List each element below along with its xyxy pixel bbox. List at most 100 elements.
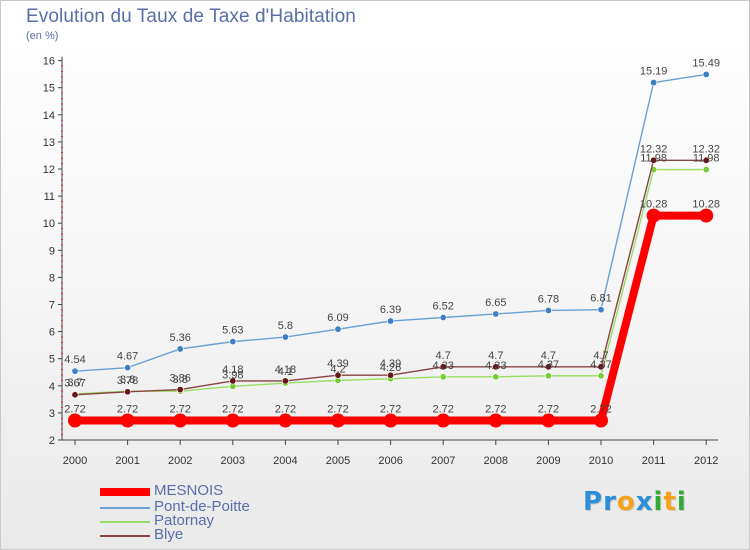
y-tick-label: 2 xyxy=(49,435,55,447)
data-label: 4.33 xyxy=(485,360,506,372)
data-label: 12.32 xyxy=(692,143,720,155)
logo-letter: r xyxy=(603,487,617,517)
data-label: 4.7 xyxy=(541,350,556,362)
data-label: 2.72 xyxy=(64,403,85,415)
data-label: 6.39 xyxy=(380,304,401,316)
data-point xyxy=(278,413,293,428)
data-point xyxy=(229,377,237,385)
logo-letter: P xyxy=(583,487,604,517)
proxiti-logo: Proxiti xyxy=(583,487,687,517)
data-label: 6.65 xyxy=(485,297,506,309)
legend-label: Blye xyxy=(154,526,184,543)
data-point xyxy=(71,391,79,399)
legend-label: Patornay xyxy=(154,512,215,529)
data-label: 6.52 xyxy=(432,301,453,313)
data-label: 3.8 xyxy=(120,374,135,386)
data-point xyxy=(597,363,605,371)
data-point xyxy=(68,413,82,428)
chart-subtitle: (en %) xyxy=(26,30,59,42)
x-tick-label: 2005 xyxy=(326,455,350,467)
data-label: 2.72 xyxy=(117,403,138,415)
data-point xyxy=(439,363,447,371)
x-tick-label: 2010 xyxy=(589,455,613,467)
y-tick-label: 15 xyxy=(43,83,55,95)
data-label: 4.7 xyxy=(488,350,503,362)
data-point xyxy=(597,306,605,314)
x-tick-label: 2001 xyxy=(115,455,139,467)
data-label: 2.72 xyxy=(590,403,611,415)
data-label: 3.7 xyxy=(67,377,82,389)
legend-swatch xyxy=(100,521,150,523)
chart-title: Evolution du Taux de Taxe d'Habitation xyxy=(26,6,356,27)
data-label: 3.86 xyxy=(169,373,190,385)
legend-swatch xyxy=(100,535,150,537)
logo-letter: o xyxy=(616,487,636,517)
data-point xyxy=(334,325,342,333)
x-tick-label: 2009 xyxy=(536,455,560,467)
x-tick-label: 2011 xyxy=(642,455,666,467)
data-point xyxy=(597,372,605,380)
data-point xyxy=(492,373,500,381)
data-point xyxy=(331,413,345,428)
x-tick-label: 2012 xyxy=(694,455,718,467)
data-point xyxy=(650,156,658,164)
y-tick-label: 6 xyxy=(49,327,55,339)
data-point xyxy=(124,388,132,396)
data-point xyxy=(334,371,342,379)
data-label: 4.2 xyxy=(330,363,345,375)
y-tick-label: 9 xyxy=(49,245,55,257)
data-point xyxy=(387,371,395,379)
data-label: 2.72 xyxy=(432,403,453,415)
data-label: 2.72 xyxy=(380,403,401,415)
data-point xyxy=(650,79,658,87)
data-point xyxy=(492,363,500,371)
data-label: 4.7 xyxy=(436,350,451,362)
legend-label: Pont-de-Poitte xyxy=(154,498,250,515)
y-tick-label: 11 xyxy=(44,191,55,203)
legend-swatch xyxy=(100,488,150,496)
data-label: 4.39 xyxy=(380,358,401,370)
data-point xyxy=(646,208,661,223)
y-tick-label: 3 xyxy=(49,408,55,420)
data-point xyxy=(594,413,608,428)
y-tick-label: 12 xyxy=(43,164,55,176)
data-label: 2.72 xyxy=(275,403,296,415)
data-point xyxy=(702,156,710,164)
data-label: 5.8 xyxy=(278,320,293,332)
y-tick-label: 16 xyxy=(43,56,55,68)
data-label: 4.18 xyxy=(222,364,243,376)
data-label: 5.63 xyxy=(222,325,243,337)
data-point xyxy=(702,70,710,78)
y-tick-label: 5 xyxy=(49,354,55,366)
x-tick-label: 2008 xyxy=(484,455,508,467)
logo-letter: t xyxy=(663,487,677,517)
legend-label: MESNOIS xyxy=(154,482,224,499)
data-label: 4.67 xyxy=(117,351,138,363)
data-label: 10.28 xyxy=(692,199,720,211)
data-label: 2.72 xyxy=(538,403,559,415)
data-label: 4.18 xyxy=(275,364,296,376)
data-point xyxy=(383,413,398,428)
data-point xyxy=(229,338,237,346)
data-point xyxy=(544,363,552,371)
y-tick-label: 4 xyxy=(49,381,55,393)
axes: 2 3 4 5 6 7 8 9 10 11 12 13 14 15 16 2000 2001 2002 2003 20… xyxy=(43,56,719,467)
data-point xyxy=(387,317,395,325)
data-label: 2.72 xyxy=(327,403,348,415)
y-tick-label: 8 xyxy=(49,272,55,284)
data-label: 10.28 xyxy=(640,199,668,211)
y-tick-label: 14 xyxy=(43,110,55,122)
data-label: 3.98 xyxy=(222,369,243,381)
data-label: 4.1 xyxy=(278,366,293,378)
data-label: 6.78 xyxy=(538,293,559,305)
x-tick-label: 2003 xyxy=(221,455,245,467)
data-label: 4.26 xyxy=(380,362,401,374)
logo-letter: i xyxy=(653,487,664,517)
data-point xyxy=(281,377,289,385)
logo-letter: i xyxy=(676,487,687,517)
data-label: 3.78 xyxy=(117,375,138,387)
data-point xyxy=(702,166,710,174)
data-point xyxy=(436,413,451,428)
x-tick-label: 2004 xyxy=(273,455,297,467)
data-point xyxy=(281,333,289,341)
